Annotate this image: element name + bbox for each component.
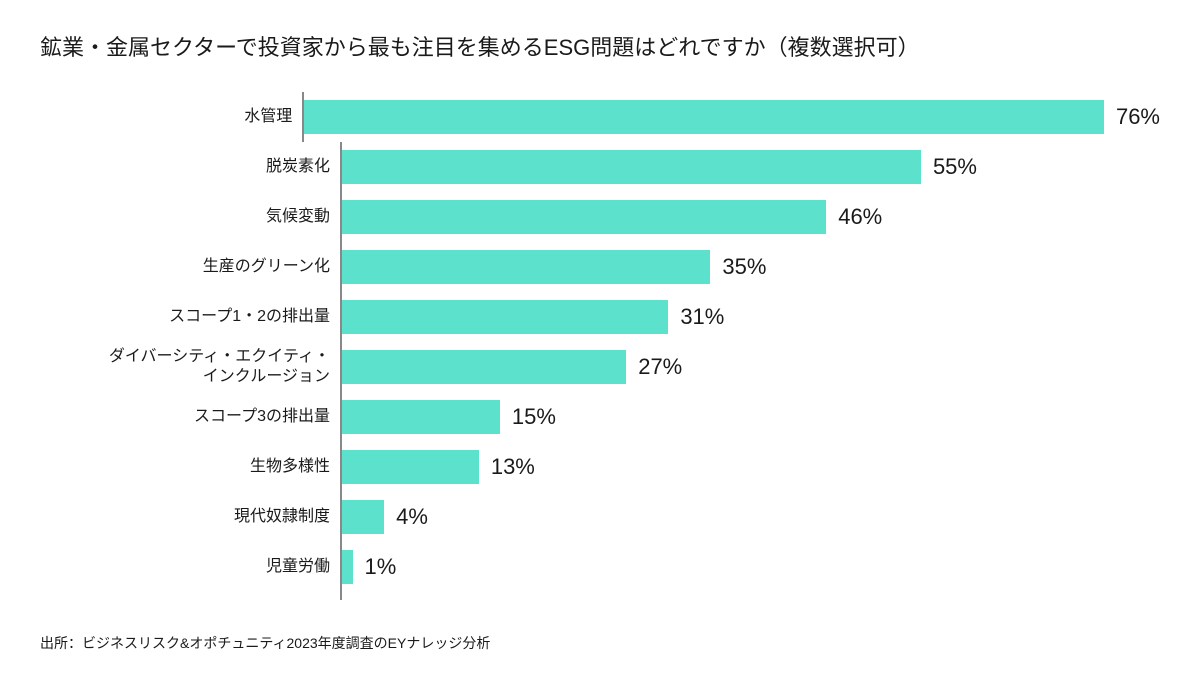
chart-title: 鉱業・金属セクターで投資家から最も注目を集めるESG問題はどれですか（複数選択可… — [40, 30, 1160, 62]
bar-area: 15% — [342, 400, 1160, 434]
category-label: 気候変動 — [100, 207, 340, 227]
bar-area: 55% — [342, 150, 1160, 184]
bar — [342, 300, 668, 334]
axis-line — [340, 592, 342, 600]
value-label: 13% — [491, 454, 535, 480]
bar-chart: 水管理 76% 脱炭素化 55% 気候変動 46% 生産のグリーン化 35% スコープ1・2の排… — [100, 92, 1160, 600]
bar — [342, 200, 826, 234]
bar-row: 現代奴隷制度 4% — [100, 492, 1160, 542]
category-label: 現代奴隷制度 — [100, 507, 340, 527]
category-label: 脱炭素化 — [100, 157, 340, 177]
value-label: 4% — [396, 504, 428, 530]
source-note: 出所：ビジネスリスク&オポチュニティ2023年度調査のEYナレッジ分析 — [40, 633, 490, 653]
category-label: ダイバーシティ・エクイティ・インクルージョン — [100, 347, 340, 387]
category-label: 生物多様性 — [100, 457, 340, 477]
bar — [342, 350, 626, 384]
bar-area: 4% — [342, 500, 1160, 534]
bar-area: 46% — [342, 200, 1160, 234]
category-label: 児童労働 — [100, 557, 340, 577]
value-label: 35% — [722, 254, 766, 280]
bar-row: 脱炭素化 55% — [100, 142, 1160, 192]
bar-row: 水管理 76% — [100, 92, 1160, 142]
bar — [304, 100, 1104, 134]
bar-area: 35% — [342, 250, 1160, 284]
bar-row: 生産のグリーン化 35% — [100, 242, 1160, 292]
bar-row: ダイバーシティ・エクイティ・インクルージョン 27% — [100, 342, 1160, 392]
category-label: 生産のグリーン化 — [100, 257, 340, 277]
bar-area: 1% — [342, 550, 1160, 584]
chart-container: 鉱業・金属セクターで投資家から最も注目を集めるESG問題はどれですか（複数選択可… — [0, 0, 1200, 677]
bar-area: 27% — [342, 350, 1160, 384]
bar-area: 31% — [342, 300, 1160, 334]
bar-row: スコープ1・2の排出量 31% — [100, 292, 1160, 342]
bar-area: 76% — [304, 100, 1160, 134]
value-label: 46% — [838, 204, 882, 230]
category-label: スコープ1・2の排出量 — [100, 307, 340, 327]
bar-row: 気候変動 46% — [100, 192, 1160, 242]
bar-area: 13% — [342, 450, 1160, 484]
bar-row: スコープ3の排出量 15% — [100, 392, 1160, 442]
bar — [342, 150, 921, 184]
value-label: 31% — [680, 304, 724, 330]
bar — [342, 250, 710, 284]
value-label: 76% — [1116, 104, 1160, 130]
bar — [342, 450, 479, 484]
bar-row: 生物多様性 13% — [100, 442, 1160, 492]
value-label: 27% — [638, 354, 682, 380]
bar-row: 児童労働 1% — [100, 542, 1160, 592]
value-label: 55% — [933, 154, 977, 180]
category-label: 水管理 — [100, 107, 302, 127]
value-label: 15% — [512, 404, 556, 430]
value-label: 1% — [365, 554, 397, 580]
bar — [342, 500, 384, 534]
bar — [342, 550, 353, 584]
category-label: スコープ3の排出量 — [100, 407, 340, 427]
bar — [342, 400, 500, 434]
